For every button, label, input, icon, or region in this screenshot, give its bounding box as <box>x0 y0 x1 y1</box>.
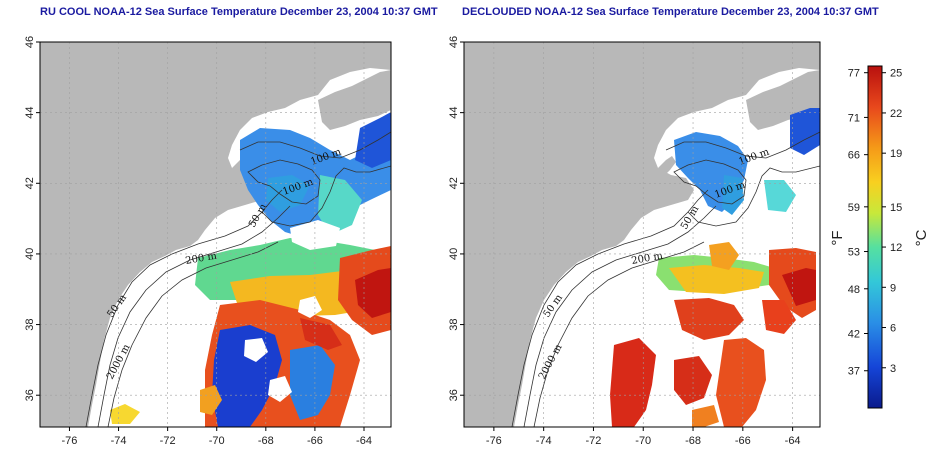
left-axis-ticks: -76 -74 -72 -70 -68 -66 -64 36 38 40 42 44 46 <box>24 36 372 447</box>
fahrenheit-tick-label: 37 <box>848 366 860 378</box>
bathymetry-contours <box>85 131 391 427</box>
lon-tick-label: -66 <box>735 435 751 447</box>
land-mass <box>40 42 391 427</box>
lon-tick-label: -68 <box>258 435 274 447</box>
fahrenheit-tick-label: 66 <box>848 150 860 162</box>
lon-tick-label: -76 <box>486 435 502 447</box>
lon-tick-label: -72 <box>160 435 176 447</box>
unit-fahrenheit: °F <box>829 230 846 245</box>
fahrenheit-tick-label: 77 <box>848 68 860 80</box>
celsius-tick-label: 3 <box>890 363 896 375</box>
lon-tick-label: -76 <box>62 435 78 447</box>
lon-tick-label: -74 <box>111 435 127 447</box>
lat-tick-label: 40 <box>448 248 460 260</box>
lat-tick-label: 46 <box>24 36 36 48</box>
bathymetry-contours <box>511 131 820 427</box>
celsius-tick-label: 22 <box>890 108 902 120</box>
lat-tick-label: 44 <box>448 107 460 119</box>
celsius-tick-label: 19 <box>890 148 902 160</box>
unit-celsius: °C <box>913 229 930 246</box>
lon-tick-label: -70 <box>635 435 651 447</box>
fahrenheit-tick-label: 71 <box>848 112 860 124</box>
left-map-frame <box>39 41 392 428</box>
fahrenheit-tick-label: 59 <box>848 202 860 214</box>
right-map-frame <box>463 41 821 428</box>
lat-tick-label: 40 <box>24 248 36 260</box>
lon-tick-label: -66 <box>307 435 323 447</box>
lon-tick-label: -70 <box>209 435 225 447</box>
colorbar-gradient <box>867 65 883 409</box>
lat-tick-label: 46 <box>448 36 460 48</box>
right-axis-ticks: -76 -74 -72 -70 -68 -66 -64 36 38 40 42 44 46 <box>448 36 801 447</box>
right-map-panel: 100 m 100 m 50 m 200 m 50 m 2000 m <box>464 42 820 427</box>
celsius-tick-label: 12 <box>890 242 902 254</box>
land-mass <box>464 42 820 427</box>
lat-tick-label: 38 <box>24 318 36 330</box>
left-panel-title: RU COOL NOAA-12 Sea Surface Temperature … <box>40 6 438 18</box>
right-panel-title: DECLOUDED NOAA-12 Sea Surface Temperatur… <box>462 6 879 18</box>
fahrenheit-tick-label: 42 <box>848 328 860 340</box>
fahrenheit-tick-label: 53 <box>848 247 860 259</box>
lon-tick-label: -64 <box>785 435 801 447</box>
graticule <box>464 42 820 427</box>
lon-tick-label: -64 <box>356 435 372 447</box>
celsius-tick-label: 25 <box>890 68 902 80</box>
colorbar: 25 22 19 15 12 9 6 3 77 71 66 59 53 48 42 37 °F °C <box>829 65 930 409</box>
lon-tick-label: -68 <box>685 435 701 447</box>
cape-cod <box>658 156 676 176</box>
lat-tick-label: 42 <box>24 177 36 189</box>
left-map-panel: 100 m 100 m 50 m 200 m 50 m 2000 m <box>40 42 391 427</box>
lat-tick-label: 38 <box>448 318 460 330</box>
lon-tick-label: -72 <box>586 435 602 447</box>
colorbar-ticks: 25 22 19 15 12 9 6 3 77 71 66 59 53 48 42 37 <box>848 68 903 378</box>
lat-tick-label: 42 <box>448 177 460 189</box>
lon-tick-label: -74 <box>536 435 552 447</box>
celsius-tick-label: 9 <box>890 282 896 294</box>
graticule <box>40 42 391 427</box>
lat-tick-label: 44 <box>24 107 36 119</box>
nova-scotia <box>318 70 391 130</box>
celsius-tick-label: 15 <box>890 202 902 214</box>
celsius-tick-label: 6 <box>890 323 896 335</box>
fahrenheit-tick-label: 48 <box>848 284 860 296</box>
lat-tick-label: 36 <box>448 389 460 401</box>
lat-tick-label: 36 <box>24 389 36 401</box>
